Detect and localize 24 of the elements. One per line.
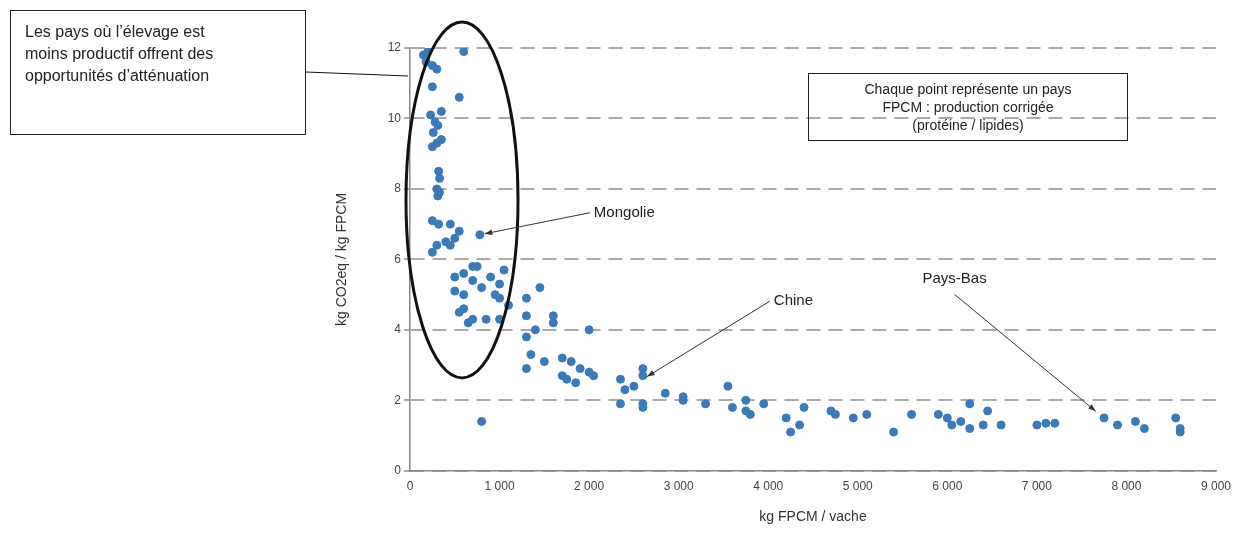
y-axis-title: kg CO2eq / kg FPCM [333,192,350,326]
x-axis-title: kg FPCM / vache [759,508,867,525]
x-tick-label: 5 000 [842,479,874,494]
annotation: Pays-Bas [922,268,987,286]
x-tick-label: 3 000 [663,479,695,494]
x-tick-label: 0 [406,479,414,494]
annotation: Chaque point représente un pays FPCM : production corrigée (protéine / lipides) [808,73,1128,141]
y-tick-label: 10 [387,110,402,125]
x-tick-label: 9 000 [1200,479,1232,494]
y-tick-label: 8 [394,181,402,196]
y-tick-label: 4 [394,322,402,337]
x-tick-label: 1 000 [484,479,515,494]
x-tick-label: 8 000 [1111,479,1142,494]
y-tick-label: 0 [394,463,402,478]
y-tick-label: 12 [387,40,402,55]
y-tick-label: 2 [394,392,402,407]
annotation: Mongolie [593,202,655,220]
x-tick-label: 4 000 [753,479,784,494]
text: Les pays où l’élevage est moins productif offrent des opportunités d’atténuation [10,10,306,135]
x-tick-label: 2 000 [574,479,605,494]
x-tick-label: 6 000 [932,479,963,494]
annotation: Chine [773,291,814,309]
x-tick-label: 7 000 [1021,479,1053,494]
y-tick-label: 6 [394,251,402,266]
